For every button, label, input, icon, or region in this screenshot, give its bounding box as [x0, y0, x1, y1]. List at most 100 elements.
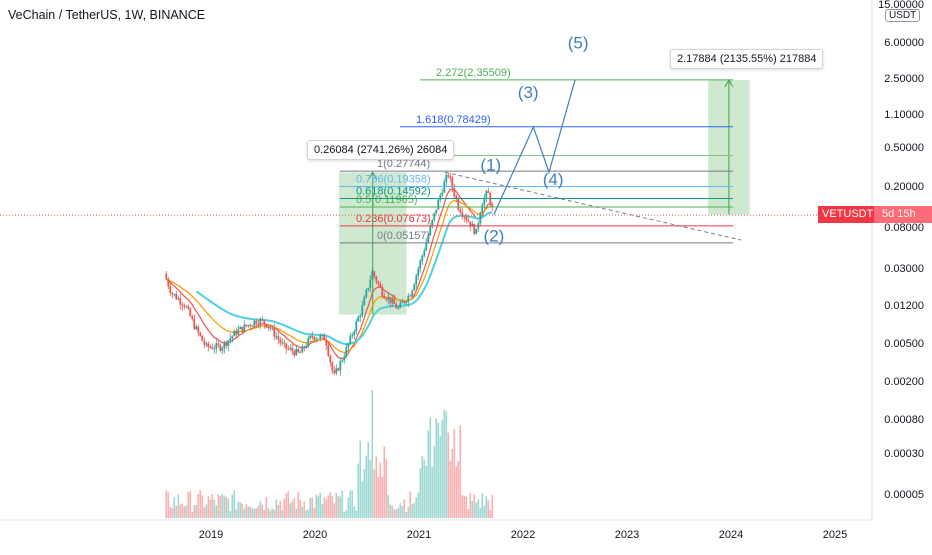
volume-bar — [255, 508, 258, 518]
candle-body — [313, 336, 316, 340]
volume-bar — [235, 509, 238, 518]
candle-body — [425, 242, 428, 251]
candle-body — [183, 305, 186, 307]
volume-bar — [201, 495, 204, 518]
volume-bar — [257, 505, 260, 518]
candle-body — [261, 319, 264, 321]
candle-body — [307, 338, 310, 347]
volume-bar — [211, 494, 214, 518]
volume-bar — [301, 506, 304, 518]
candle-body — [291, 347, 294, 352]
candle-body — [491, 204, 494, 207]
volume-bar — [407, 506, 410, 518]
currency-button[interactable]: USDT — [885, 9, 921, 22]
candle-body — [171, 292, 174, 295]
candle-body — [231, 336, 234, 339]
volume-bar — [425, 465, 428, 518]
candle-body — [281, 342, 284, 344]
volume-bar — [351, 490, 354, 518]
volume-bar — [465, 496, 468, 518]
volume-bar — [403, 498, 406, 518]
candle-body — [287, 348, 290, 350]
right-measure-callout[interactable]: 2.17884 (2135.55%) 217884 — [670, 49, 824, 69]
volume-bar — [461, 495, 464, 518]
candle-body — [325, 340, 328, 346]
volume-bar — [225, 496, 228, 518]
volume-bar — [421, 455, 424, 518]
volume-bar — [343, 511, 346, 518]
volume-bar — [333, 503, 336, 518]
candle-body — [213, 348, 216, 350]
volume-bar — [207, 496, 210, 518]
candle-body — [413, 284, 416, 291]
candle-body — [317, 338, 320, 340]
wave-label: (4) — [543, 170, 564, 189]
volume-bar — [327, 495, 330, 518]
candle-body — [481, 205, 484, 213]
volume-bar — [165, 490, 168, 518]
candle-body — [351, 335, 354, 337]
y-tick-label: 0.00080 — [884, 414, 924, 426]
volume-bar — [489, 509, 492, 518]
candle-body — [215, 343, 218, 349]
candle-body — [241, 326, 244, 332]
candle-body — [483, 197, 486, 206]
volume-bar — [203, 507, 206, 518]
fib-label: 0.236(0.07673) — [356, 213, 431, 225]
volume-bar — [371, 390, 374, 518]
volume-bar — [219, 495, 222, 518]
volume-bar — [365, 455, 368, 518]
candle-body — [225, 342, 228, 346]
volume-bar — [373, 469, 376, 518]
candle-body — [169, 286, 172, 293]
volume-bar — [267, 508, 270, 518]
volume-bar — [309, 497, 312, 518]
trendline — [444, 171, 742, 241]
candle-body — [335, 368, 338, 374]
candle-body — [303, 346, 306, 348]
y-tick-label: 0.00200 — [884, 376, 924, 388]
volume-bar — [237, 501, 240, 518]
volume-bar — [175, 505, 178, 518]
candle-body — [405, 301, 408, 303]
volume-bar — [181, 503, 184, 518]
candle-body — [353, 331, 356, 336]
fib-label: 1(0.27744) — [377, 158, 430, 170]
volume-bar — [433, 445, 436, 518]
measure-arrowhead — [368, 171, 378, 180]
candle-body — [409, 295, 412, 297]
candle-body — [339, 361, 342, 371]
candle-body — [229, 338, 232, 341]
y-tick-label: 0.08000 — [884, 222, 924, 234]
candle-body — [459, 209, 462, 213]
candle-body — [355, 321, 358, 332]
candle-body — [421, 255, 424, 261]
candle-body — [475, 228, 478, 234]
volume-bar — [271, 508, 274, 518]
left-measure-callout[interactable]: 0.26084 (2741.26%) 26084 — [307, 140, 455, 160]
candle-body — [177, 298, 180, 300]
volume-bar — [391, 505, 394, 518]
volume-bar — [369, 460, 372, 518]
volume-bar — [281, 510, 284, 518]
volume-bar — [345, 509, 348, 518]
candle-body — [387, 297, 390, 300]
volume-bar — [467, 509, 470, 518]
fib-label: 0.618(0.14592) — [356, 186, 431, 198]
volume-bar — [359, 440, 362, 518]
volume-bar — [427, 430, 430, 518]
volume-bar — [431, 467, 434, 518]
volume-bar — [487, 500, 490, 518]
volume-bar — [259, 501, 262, 518]
candle-body — [429, 226, 432, 235]
candle-body — [451, 177, 454, 188]
volume-bar — [387, 495, 390, 518]
volume-bar — [283, 498, 286, 518]
volume-bar — [363, 469, 366, 518]
candle-body — [473, 224, 476, 234]
candle-body — [453, 187, 456, 197]
volume-bar — [299, 500, 302, 518]
candle-body — [283, 342, 286, 344]
